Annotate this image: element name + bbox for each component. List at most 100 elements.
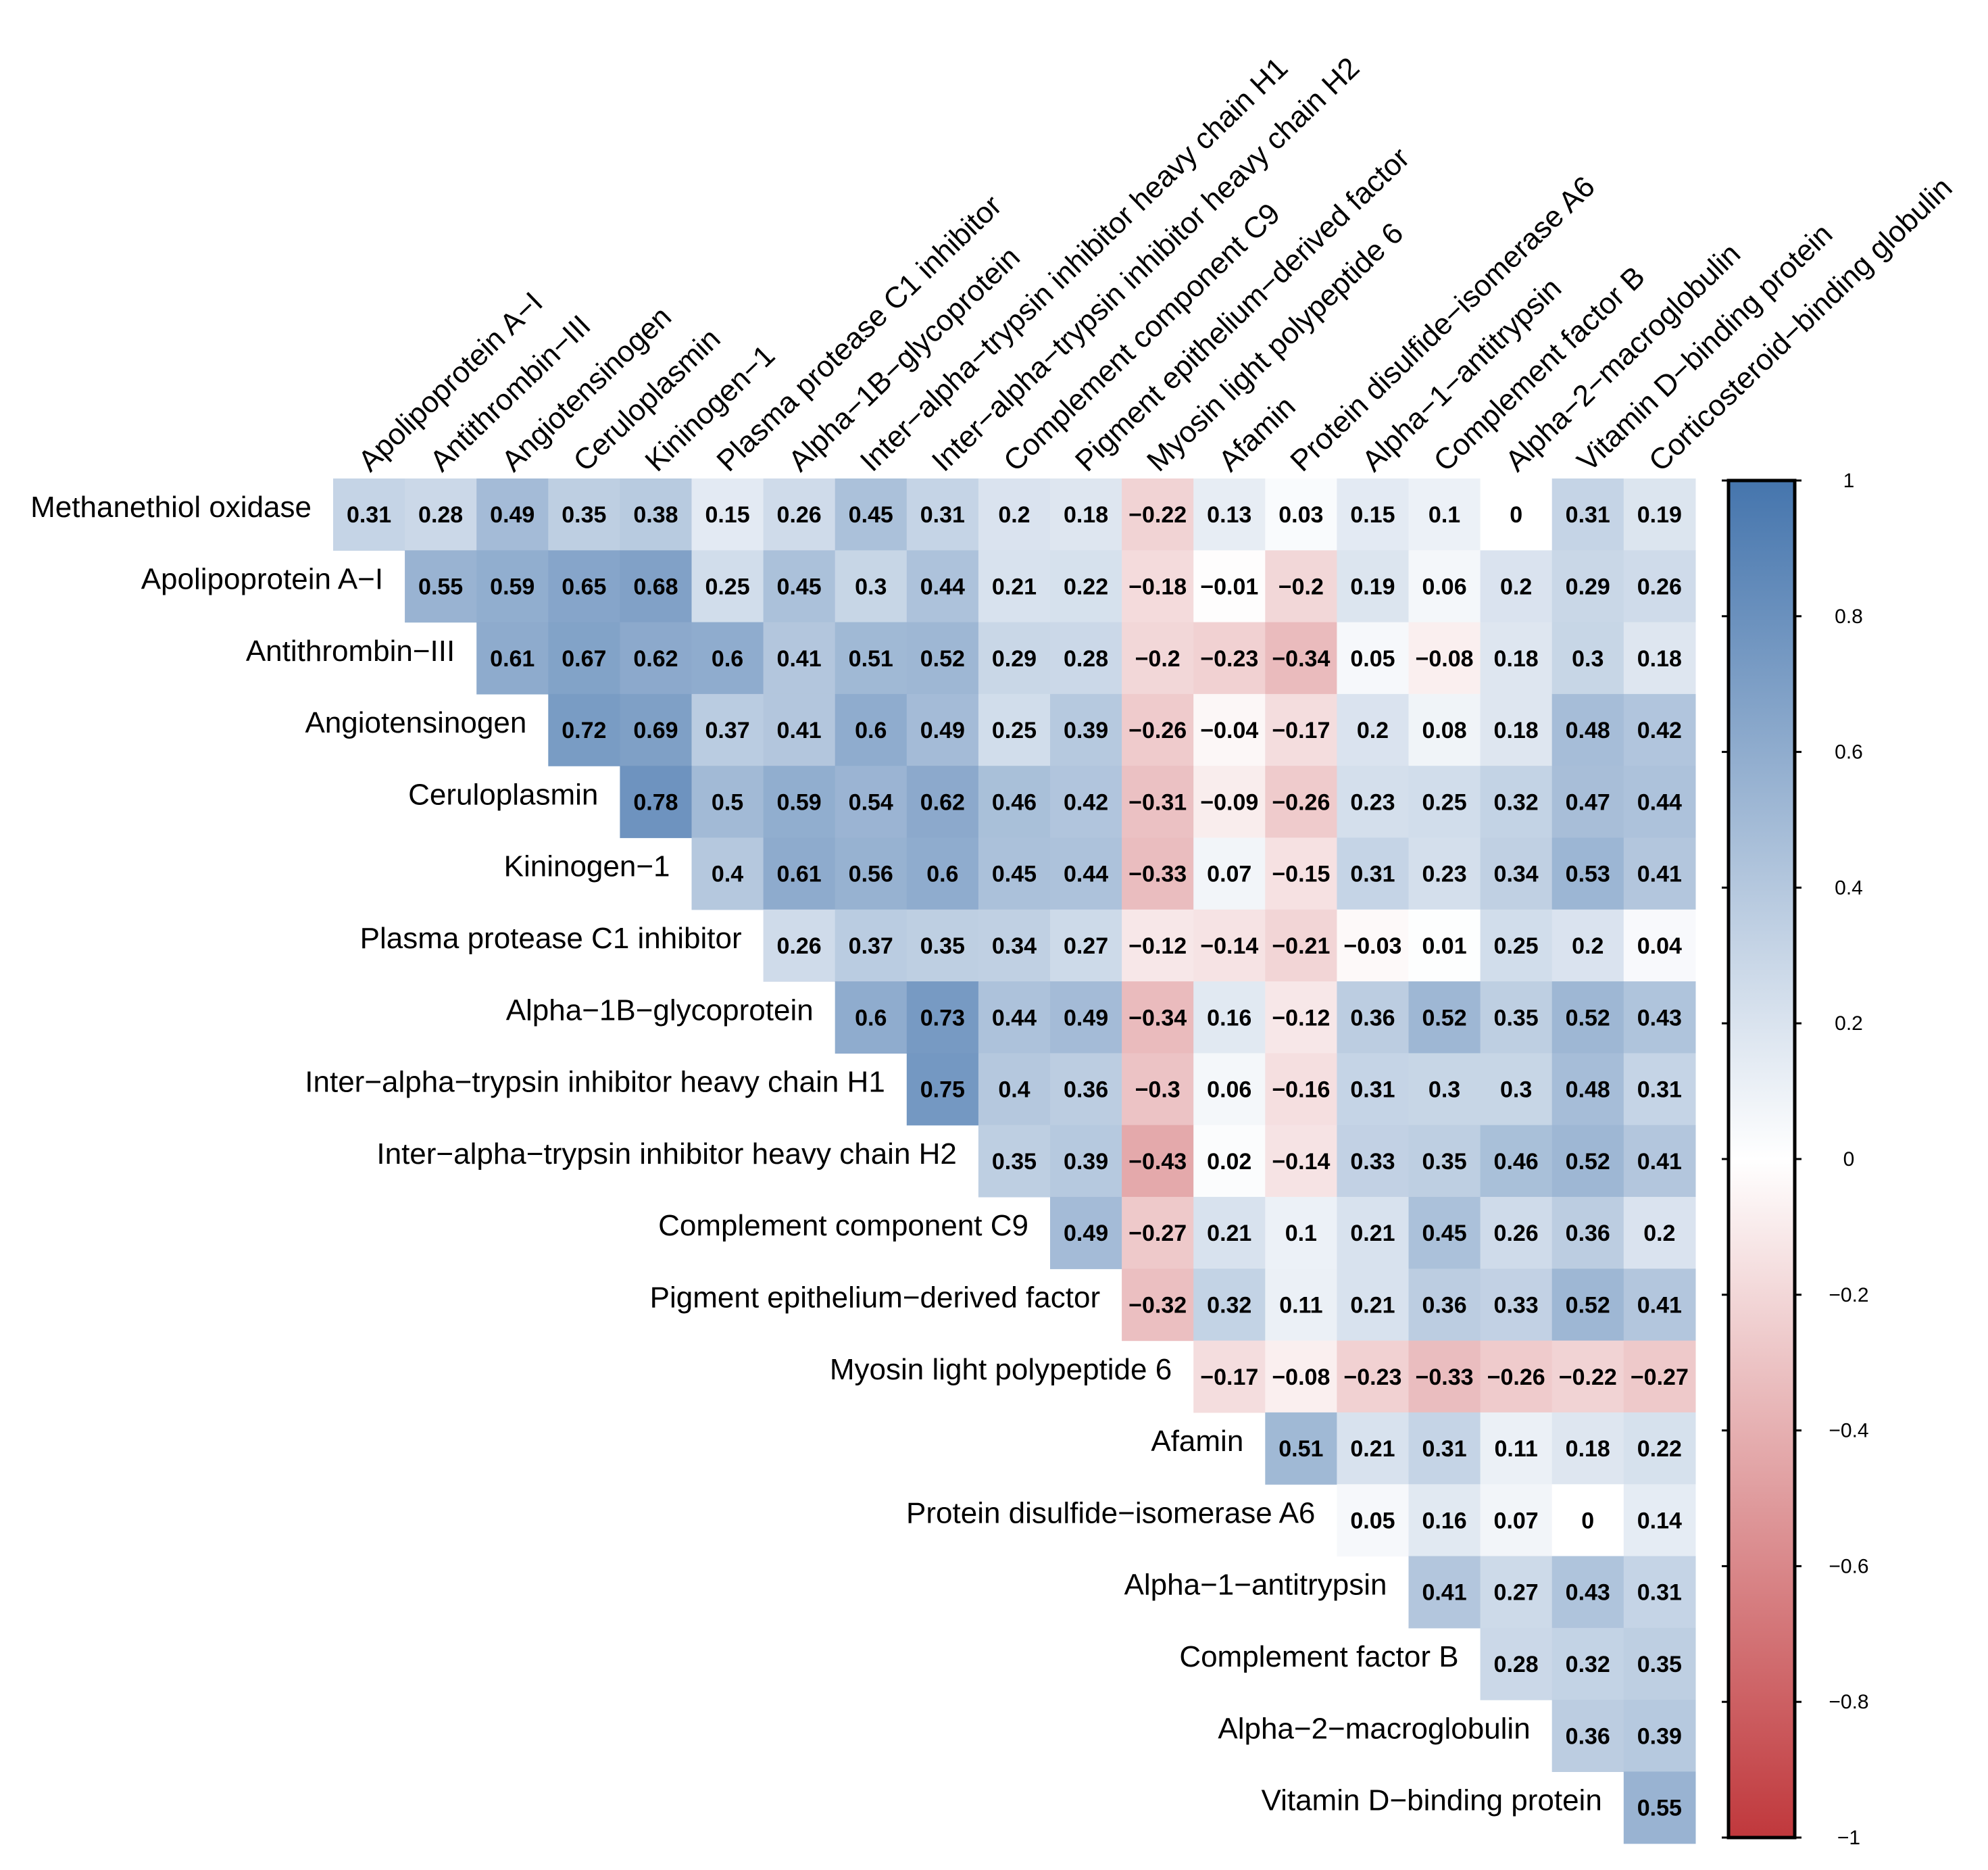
cell-value-label: 0.4 [712,862,743,887]
heatmap-cell [835,478,908,551]
heatmap-cell [1551,1269,1624,1342]
colorbar-tick-label: 1 [1843,470,1855,492]
cell-value-label: 0.3 [1572,646,1604,672]
cell-value-label: 0.2 [1572,933,1604,959]
row-label: Complement factor B [1179,1640,1458,1673]
heatmap-cell [1265,1269,1337,1342]
heatmap-cell [1193,622,1266,695]
heatmap-cell [1480,1125,1553,1198]
heatmap-cell [691,693,764,766]
cell-value-label: 0.15 [705,502,749,528]
heatmap-cell [1623,1125,1696,1198]
cell-value-label: 0.44 [1064,862,1108,887]
cell-value-label: 0.43 [1566,1580,1610,1606]
heatmap-cell [1122,981,1194,1054]
cell-value-label: 0.23 [1350,789,1395,815]
heatmap-cell [835,693,908,766]
heatmap-cell [1193,981,1266,1054]
column-labels: Apolipoprotein A−IAntithrombin−IIIAngiot… [352,51,1959,478]
heatmap-cell [1623,1197,1696,1269]
cell-value-label: −0.22 [1128,502,1187,528]
cell-value-label: 0.25 [992,718,1037,743]
row-label: Alpha−1−antitrypsin [1124,1569,1387,1602]
row-label: Angiotensinogen [305,706,526,739]
heatmap-cell [1480,837,1553,910]
heatmap-cell [691,837,764,910]
cell-value-label: 0.43 [1637,1005,1682,1031]
heatmap-cell [1050,622,1122,695]
heatmap-cell [763,478,836,551]
heatmap-cell [620,766,693,839]
heatmap-cell [763,622,836,695]
heatmap-cell [1408,550,1481,623]
heatmap-cell [1480,1197,1553,1269]
cell-value-label: 0.11 [1494,1436,1537,1462]
cell-value-label: −0.27 [1631,1364,1689,1390]
heatmap-cell [1122,1197,1194,1269]
heatmap-cell [1337,693,1410,766]
heatmap-cell [405,550,477,623]
heatmap-cell [763,693,836,766]
cell-value-label: 0.45 [1422,1221,1466,1246]
heatmap-cell [1551,766,1624,839]
cell-value-label: −0.12 [1128,933,1187,959]
cell-value-label: 0.61 [490,646,535,672]
cell-value-label: 0.26 [777,502,822,528]
cell-value-label: −0.22 [1559,1364,1617,1390]
cell-value-label: 0.56 [849,862,893,887]
heatmap-cell [1623,909,1696,982]
heatmap-cell [1480,693,1553,766]
heatmap-cell [978,981,1051,1054]
heatmap-cell [548,550,620,623]
cell-value-label: 0.18 [1637,646,1682,672]
cell-value-label: 0.69 [633,718,678,743]
heatmap-cell [906,766,979,839]
heatmap-cell [978,1053,1051,1126]
heatmap-cell [1623,1556,1696,1629]
heatmap-cell [835,550,908,623]
cell-value-label: 0.55 [1637,1796,1682,1821]
cell-value-label: 0.14 [1637,1508,1682,1533]
heatmap-cell [1480,1627,1553,1700]
cell-value-label: 0.26 [1637,574,1682,599]
heatmap-cell [1551,550,1624,623]
heatmap-cell [1265,693,1337,766]
heatmap-cell [548,478,620,551]
cell-value-label: 0.35 [562,502,606,528]
cell-value-label: 0.61 [777,862,822,887]
cell-value-label: 0.19 [1350,574,1395,599]
heatmap-cell [1408,478,1481,551]
heatmap-cell [1551,981,1624,1054]
row-label: Myosin light polypeptide 6 [830,1353,1172,1386]
heatmap-cell [1050,478,1122,551]
cell-value-label: 0.25 [1494,933,1539,959]
row-label: Methanethiol oxidase [30,491,312,524]
heatmap-cell [1623,1340,1696,1413]
cell-value-label: 0.01 [1422,933,1466,959]
row-label: Alpha−1B−glycoprotein [506,993,814,1027]
cell-value-label: 0.31 [920,502,965,528]
cell-value-label: 0.49 [920,718,965,743]
heatmap-cell [620,550,693,623]
cell-value-label: 0.36 [1566,1221,1610,1246]
cell-value-label: 0.35 [1637,1652,1682,1677]
cell-value-label: 0.26 [777,933,822,959]
heatmap-cell [1122,622,1194,695]
cell-value-label: −0.26 [1272,789,1330,815]
cell-value-label: 0.27 [1494,1580,1539,1606]
heatmap-cell [906,622,979,695]
heatmap-cell [1050,981,1122,1054]
heatmap-cell [1480,766,1553,839]
heatmap-cell [1193,1125,1266,1198]
heatmap-cell [1623,550,1696,623]
cell-value-label: −0.2 [1135,646,1181,672]
heatmap-cell [906,550,979,623]
colorbar-tick-label: 0.8 [1835,606,1863,628]
heatmap-cell [548,693,620,766]
heatmap-cell [1480,1412,1553,1485]
colorbar-gradient [1726,478,1797,1840]
heatmap-cell [1408,1125,1481,1198]
heatmap-cell [1265,909,1337,982]
heatmap-cell [1623,1412,1696,1485]
heatmap-cell [1265,1197,1337,1269]
